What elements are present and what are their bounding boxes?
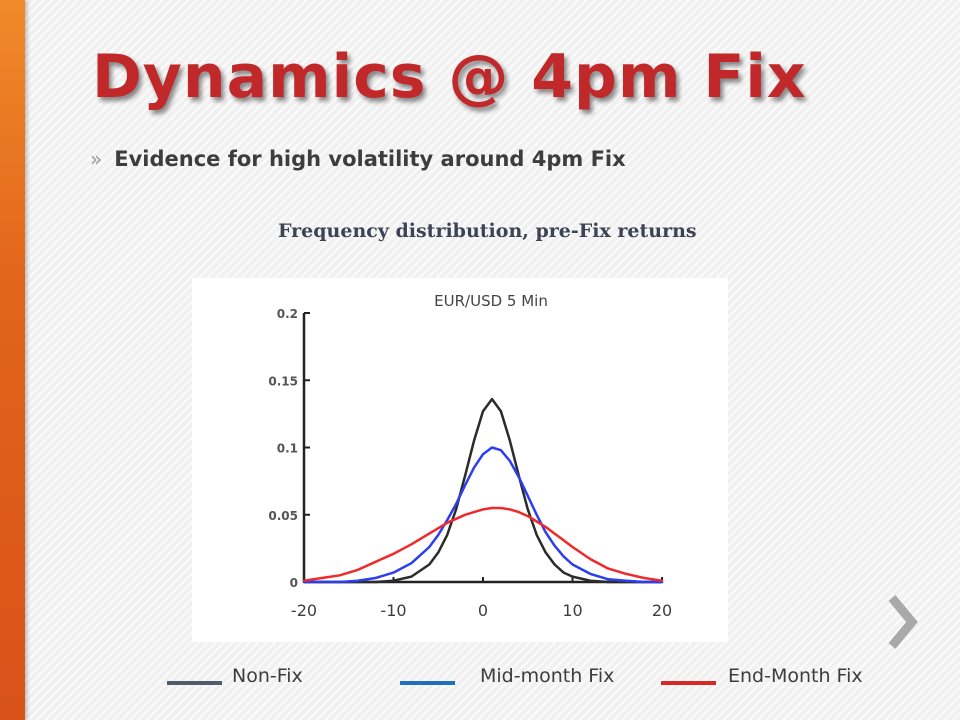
legend-label-mid-month-fix: Mid-month Fix <box>480 665 615 687</box>
chevron-right-icon <box>888 595 918 649</box>
x-axis-ticks: -20 -10 0 10 20 <box>291 577 672 620</box>
next-slide-button[interactable] <box>880 590 924 654</box>
legend-label-end-month-fix: End-Month Fix <box>728 665 863 687</box>
distribution-chart: EUR/USD 5 Min 0 0.05 0.1 0.15 0.2 -20 -10 0 10 2… <box>268 292 672 620</box>
series-line-end-month-fix <box>302 506 664 582</box>
y-tick-label: 0.05 <box>268 509 298 523</box>
chart-legend: Non-Fix Mid-month Fix End-Month Fix <box>0 662 960 692</box>
x-tick-label: 10 <box>562 601 582 620</box>
x-tick-label: 0 <box>478 601 488 620</box>
bullet-marker: » <box>90 147 103 171</box>
x-tick-label: -10 <box>380 601 406 620</box>
y-tick-label: 0.15 <box>268 374 298 388</box>
series-lines <box>302 397 664 584</box>
y-tick-label: 0.2 <box>277 307 298 321</box>
legend-label-non-fix: Non-Fix <box>232 665 303 687</box>
bullet-text: Evidence for high volatility around 4pm … <box>114 147 626 171</box>
chart-heading: Frequency distribution, pre-Fix returns <box>278 220 697 242</box>
chart-title: EUR/USD 5 Min <box>434 292 548 310</box>
legend-swatch-non-fix <box>167 681 222 685</box>
bullet-point: » Evidence for high volatility around 4pm… <box>90 147 626 171</box>
slide-title: Dynamics @ 4pm Fix <box>92 42 807 112</box>
series-line-non-fix <box>302 397 664 584</box>
y-tick-label: 0.1 <box>277 442 298 456</box>
chart-panel: EUR/USD 5 Min 0 0.05 0.1 0.15 0.2 -20 -10 0 10 2… <box>192 278 728 642</box>
x-tick-label: 20 <box>652 601 672 620</box>
y-tick-label: 0 <box>290 576 298 590</box>
x-tick-label: -20 <box>291 601 317 620</box>
y-axis-ticks: 0 0.05 0.1 0.15 0.2 <box>268 307 310 590</box>
legend-swatch-end-month-fix <box>661 681 716 685</box>
legend-swatch-mid-month-fix <box>400 681 455 685</box>
accent-side-bar <box>0 0 25 720</box>
series-line-mid-month-fix <box>302 446 664 584</box>
